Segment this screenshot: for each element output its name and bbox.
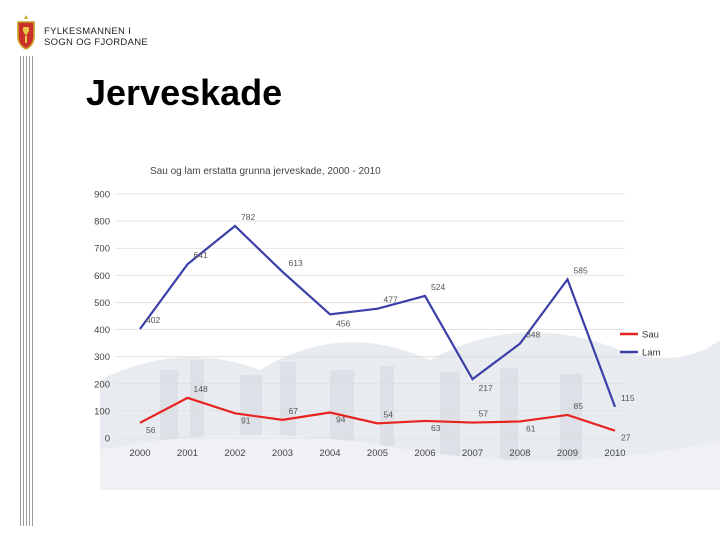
data-label: 585 xyxy=(574,265,588,275)
y-tick-label: 100 xyxy=(94,406,110,417)
y-tick-label: 200 xyxy=(94,379,110,390)
data-label: 148 xyxy=(194,384,208,394)
slide-title: Jerveskade xyxy=(86,72,283,113)
data-label: 63 xyxy=(431,423,441,433)
org-line-1: FYLKESMANNEN I xyxy=(44,26,132,37)
x-tick-label: 2010 xyxy=(604,448,625,459)
organization-name: FYLKESMANNEN I SOGN OG FJORDANE xyxy=(44,26,148,48)
data-label: 477 xyxy=(384,295,398,305)
chart-title: Sau og lam erstatta grunna jerveskade, 2… xyxy=(150,166,381,177)
y-tick-label: 700 xyxy=(94,244,110,255)
y-tick-label: 600 xyxy=(94,271,110,282)
data-label: 115 xyxy=(621,393,635,403)
x-tick-label: 2008 xyxy=(509,448,530,459)
data-label: 91 xyxy=(241,415,251,425)
data-label: 56 xyxy=(146,425,156,435)
data-label: 27 xyxy=(621,433,631,443)
x-tick-label: 2001 xyxy=(177,448,198,459)
axes: 0 100 200 300 400 500 600 700 800 900 2000 2001 2002… xyxy=(94,190,625,460)
y-tick-label: 500 xyxy=(94,298,110,309)
org-line-2: SOGN OG FJORDANE xyxy=(44,37,149,48)
x-tick-label: 2006 xyxy=(414,448,435,459)
data-label: 54 xyxy=(384,409,394,419)
series-line-lam xyxy=(139,224,617,408)
data-label: 67 xyxy=(289,406,299,416)
y-tick-label: 0 xyxy=(105,434,110,445)
data-label: 348 xyxy=(526,330,540,340)
series-line-sau xyxy=(139,396,616,432)
y-tick-label: 800 xyxy=(94,217,110,228)
data-label: 613 xyxy=(289,258,303,268)
x-tick-label: 2000 xyxy=(129,448,150,459)
x-tick-label: 2005 xyxy=(367,448,388,459)
data-label: 61 xyxy=(526,423,536,433)
data-label: 217 xyxy=(479,383,493,393)
data-label: 456 xyxy=(336,318,350,328)
y-tick-label: 400 xyxy=(94,325,110,336)
series-group: 56 148 91 67 94 54 63 57 61 85 27 402 641 782 613 456 47… xyxy=(139,212,635,443)
legend-label: Sau xyxy=(642,330,659,341)
data-label: 782 xyxy=(241,212,255,222)
left-decorative-rules xyxy=(20,56,34,526)
data-label: 641 xyxy=(194,250,208,260)
x-tick-label: 2009 xyxy=(557,448,578,459)
legend-label: Lam xyxy=(642,348,661,359)
x-tick-label: 2004 xyxy=(319,448,340,459)
legend: Sau Lam xyxy=(620,330,661,359)
x-tick-label: 2002 xyxy=(224,448,245,459)
data-label: 524 xyxy=(431,282,445,292)
coat-of-arms-icon xyxy=(17,15,35,50)
line-chart: Sau og lam erstatta grunna jerveskade, 2… xyxy=(94,166,661,460)
data-label: 94 xyxy=(336,415,346,425)
y-tick-label: 900 xyxy=(94,190,110,201)
data-label: 85 xyxy=(574,401,584,411)
x-tick-label: 2007 xyxy=(462,448,483,459)
y-tick-label: 300 xyxy=(94,352,110,363)
data-label: 57 xyxy=(479,409,489,419)
x-tick-label: 2003 xyxy=(272,448,293,459)
data-label: 402 xyxy=(146,315,160,325)
